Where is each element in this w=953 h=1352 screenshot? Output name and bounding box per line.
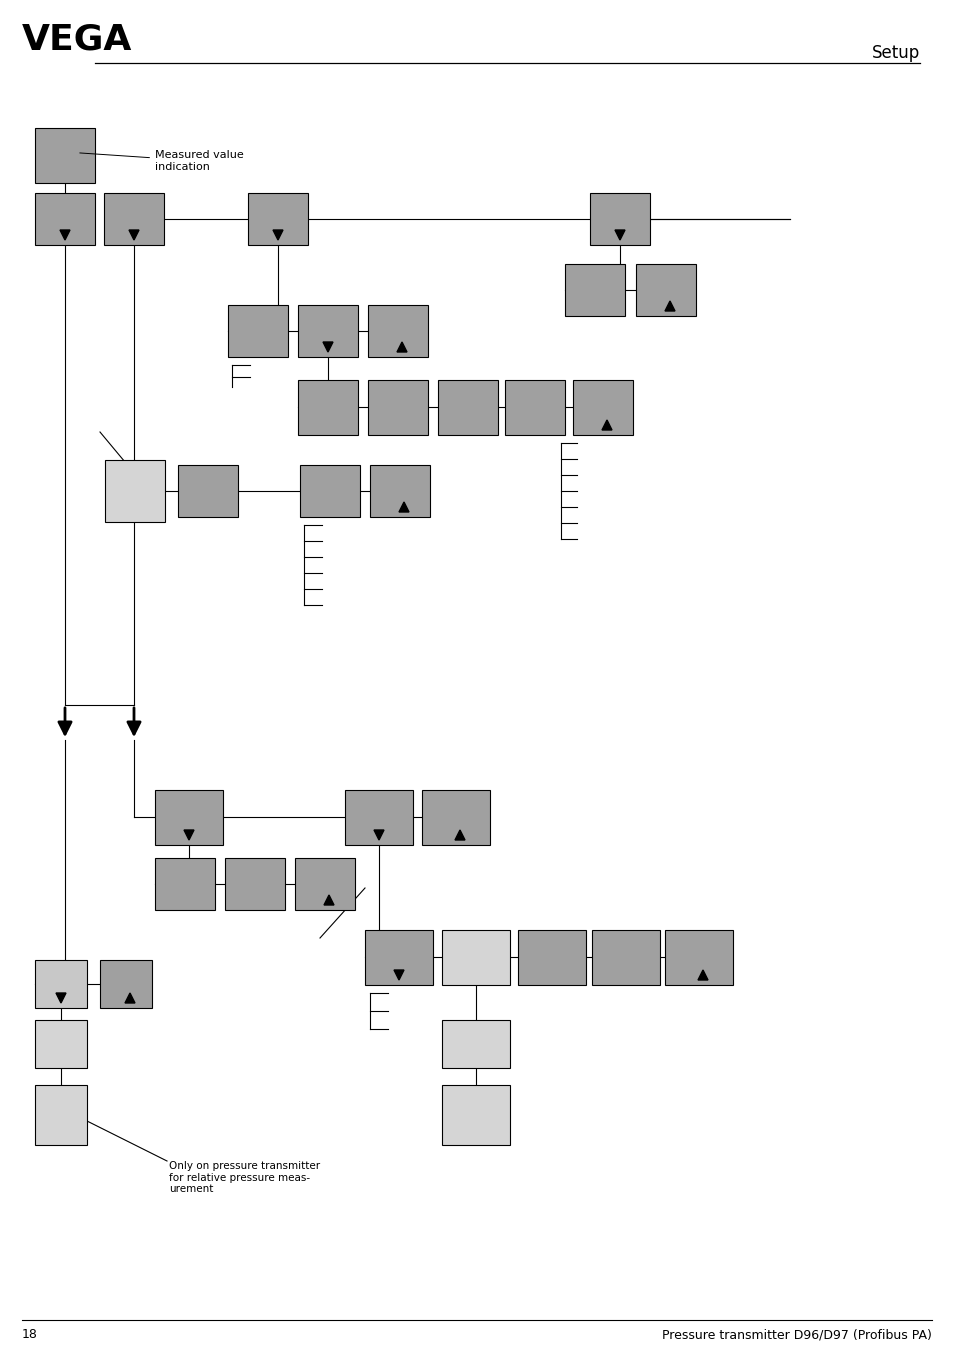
Bar bbox=[664, 930, 732, 986]
Bar bbox=[370, 465, 430, 516]
Bar bbox=[154, 790, 223, 845]
Bar bbox=[100, 960, 152, 1009]
Bar bbox=[592, 930, 659, 986]
Text: Setup: Setup bbox=[871, 45, 919, 62]
Bar bbox=[573, 380, 633, 435]
Polygon shape bbox=[698, 969, 707, 980]
Polygon shape bbox=[398, 502, 409, 512]
Text: VEGA: VEGA bbox=[22, 22, 132, 55]
Bar bbox=[35, 1019, 87, 1068]
Bar bbox=[589, 193, 649, 245]
Polygon shape bbox=[615, 230, 624, 241]
Bar bbox=[35, 193, 95, 245]
Bar bbox=[225, 859, 285, 910]
Bar bbox=[441, 1086, 510, 1145]
Text: Only on pressure transmitter
for relative pressure meas-
urement: Only on pressure transmitter for relativ… bbox=[169, 1161, 320, 1194]
Bar bbox=[437, 380, 497, 435]
Polygon shape bbox=[56, 992, 66, 1003]
Polygon shape bbox=[455, 830, 464, 840]
Bar bbox=[154, 859, 214, 910]
Bar bbox=[297, 306, 357, 357]
Bar bbox=[178, 465, 237, 516]
Polygon shape bbox=[664, 301, 675, 311]
Bar bbox=[294, 859, 355, 910]
Polygon shape bbox=[396, 342, 407, 352]
Bar bbox=[504, 380, 564, 435]
Polygon shape bbox=[125, 992, 135, 1003]
Bar bbox=[248, 193, 308, 245]
Polygon shape bbox=[394, 969, 403, 980]
Bar bbox=[636, 264, 696, 316]
Bar bbox=[441, 1019, 510, 1068]
Bar bbox=[564, 264, 624, 316]
Bar bbox=[299, 465, 359, 516]
Bar bbox=[104, 193, 164, 245]
Bar bbox=[35, 1086, 87, 1145]
Bar bbox=[517, 930, 585, 986]
Polygon shape bbox=[601, 420, 612, 430]
Polygon shape bbox=[324, 895, 334, 904]
Bar bbox=[368, 306, 428, 357]
Polygon shape bbox=[129, 230, 139, 241]
Polygon shape bbox=[60, 230, 70, 241]
Bar bbox=[345, 790, 413, 845]
Text: Pressure transmitter D96/D97 (Profibus PA): Pressure transmitter D96/D97 (Profibus P… bbox=[661, 1328, 931, 1341]
Bar bbox=[228, 306, 288, 357]
Polygon shape bbox=[374, 830, 384, 840]
Polygon shape bbox=[323, 342, 333, 352]
Bar bbox=[297, 380, 357, 435]
Bar bbox=[368, 380, 428, 435]
Bar bbox=[441, 930, 510, 986]
Bar bbox=[365, 930, 433, 986]
Bar bbox=[105, 460, 165, 522]
Bar bbox=[421, 790, 490, 845]
Bar bbox=[35, 128, 95, 183]
Polygon shape bbox=[273, 230, 283, 241]
Bar bbox=[35, 960, 87, 1009]
Polygon shape bbox=[184, 830, 193, 840]
Text: Measured value
indication: Measured value indication bbox=[80, 150, 244, 172]
Text: 18: 18 bbox=[22, 1328, 38, 1341]
